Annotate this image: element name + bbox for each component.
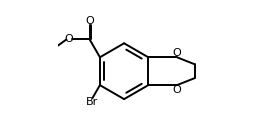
Text: Br: Br: [86, 97, 98, 107]
Text: O: O: [85, 16, 94, 26]
Text: O: O: [172, 85, 181, 95]
Text: O: O: [65, 34, 73, 44]
Text: O: O: [172, 48, 181, 58]
